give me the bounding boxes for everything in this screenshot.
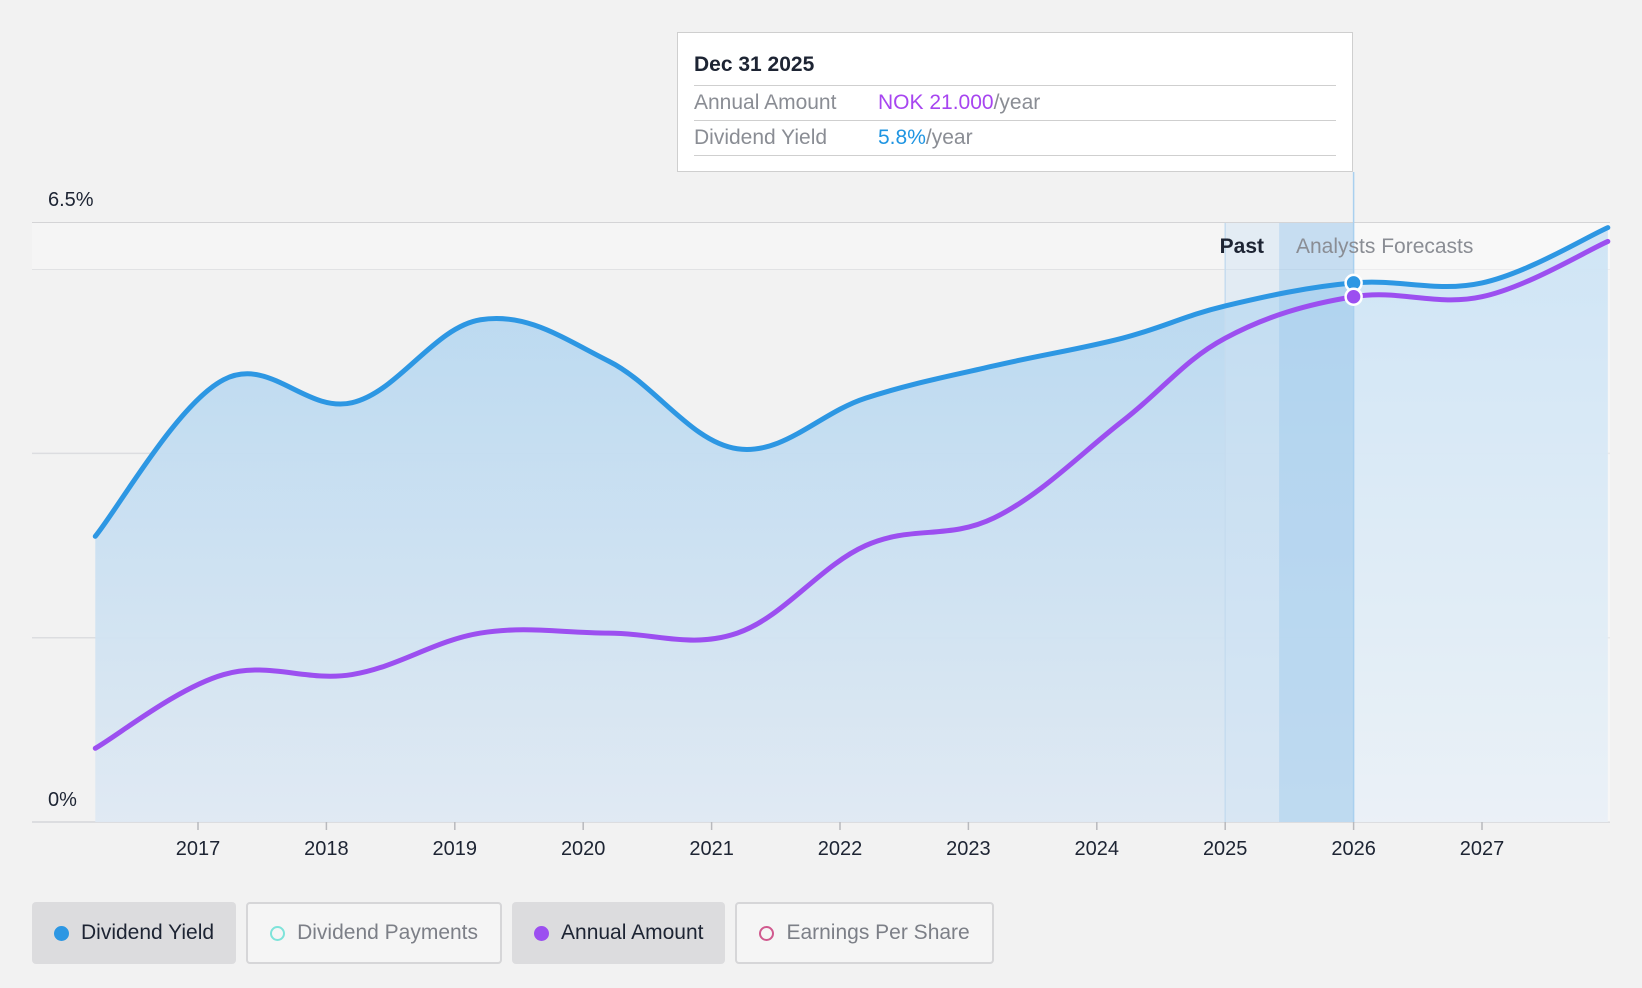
past-label: Past <box>1220 235 1264 258</box>
forecast-region <box>1353 223 1610 822</box>
legend-earnings-per-share-button[interactable]: Earnings Per Share <box>735 902 994 964</box>
tooltip-unit: /year <box>925 126 973 149</box>
x-tick-label: 2018 <box>304 838 349 860</box>
x-axis-ticks: 2017 2018 2019 2020 2021 2022 2023 2024 2025 2026… <box>176 822 1505 860</box>
y-tick-label: 0% <box>48 789 77 811</box>
annual-amount-marker <box>1344 287 1363 306</box>
top-band <box>32 223 1610 270</box>
tooltip-value: 5.8% <box>878 126 926 149</box>
legend-label: Annual Amount <box>561 921 704 944</box>
x-tick-label: 2017 <box>176 838 221 860</box>
x-tick-label: 2022 <box>818 838 863 860</box>
legend-annual-amount-button[interactable]: Annual Amount <box>512 902 726 964</box>
legend: Dividend Yield Dividend Payments Annual … <box>32 902 994 964</box>
x-tick-label: 2023 <box>946 838 991 860</box>
x-tick-label: 2021 <box>689 838 734 860</box>
legend-label: Earnings Per Share <box>786 921 970 944</box>
tooltip-value: NOK 21.000 <box>878 91 994 114</box>
x-tick-label: 2024 <box>1075 838 1120 860</box>
y-tick-label: 6.5% <box>48 189 94 211</box>
forecast-label: Analysts Forecasts <box>1296 235 1473 258</box>
tooltip-label: Annual Amount <box>694 91 837 114</box>
legend-label: Dividend Payments <box>297 921 479 944</box>
dividend-yield-area <box>95 227 1608 823</box>
x-tick-label: 2025 <box>1203 838 1248 860</box>
legend-dividend-yield-button[interactable]: Dividend Yield <box>32 902 237 964</box>
legend-ring-icon <box>270 925 286 941</box>
tooltip-row-annual-amount: Annual Amount NOK 21.000 /year <box>694 86 1336 121</box>
series-areas <box>95 227 1608 823</box>
legend-dot-icon <box>54 925 69 941</box>
tooltip: Dec 31 2025 Annual Amount NOK 21.000 /ye… <box>677 32 1353 172</box>
legend-ring-icon <box>759 925 775 941</box>
legend-dividend-payments-button[interactable]: Dividend Payments <box>246 902 503 964</box>
x-tick-label: 2026 <box>1331 838 1376 860</box>
legend-label: Dividend Yield <box>81 921 215 944</box>
highlight-markers <box>1344 273 1363 306</box>
grid-lines <box>32 222 1610 823</box>
tooltip-label: Dividend Yield <box>694 126 828 149</box>
tooltip-row-dividend-yield: Dividend Yield 5.8% /year <box>694 121 1336 156</box>
dividend-chart: 2017 2018 2019 2020 2021 2022 2023 2024 2025 2026… <box>32 172 1611 860</box>
y-axis-ticks: 0% 6.5% <box>48 189 94 811</box>
x-tick-label: 2020 <box>561 838 606 860</box>
tooltip-date: Dec 31 2025 <box>694 33 1336 86</box>
region-group <box>1224 172 1610 822</box>
past-highlight <box>1279 223 1354 822</box>
past-region <box>1225 223 1354 822</box>
x-tick-label: 2027 <box>1460 838 1505 860</box>
x-tick-label: 2019 <box>433 838 478 860</box>
tooltip-unit: /year <box>993 91 1041 114</box>
legend-dot-icon <box>534 925 550 941</box>
past-forecast-regions <box>1224 172 1610 822</box>
